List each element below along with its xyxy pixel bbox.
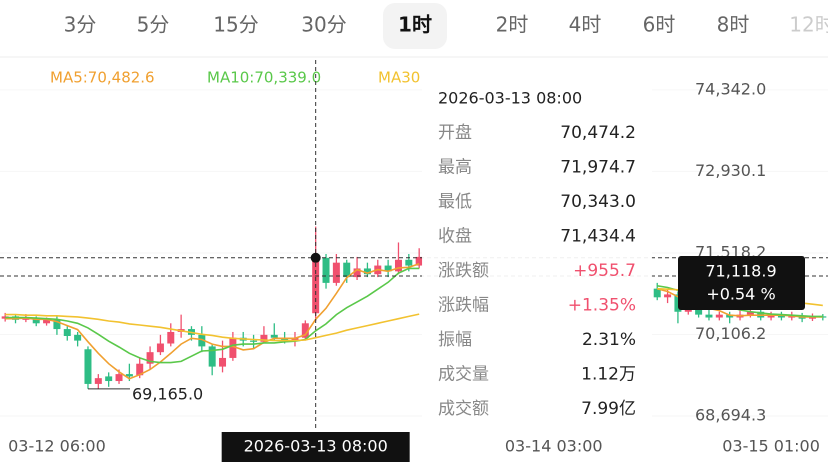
last-price: 71,118.9 (705, 262, 776, 281)
tooltip-label: 成交额 (438, 399, 489, 419)
x-tick-label: 03-12 06:00 (8, 437, 106, 456)
candle-body (219, 357, 227, 367)
tooltip-value: 7.99亿 (581, 399, 636, 419)
candle-body (260, 334, 268, 342)
candle-body (167, 331, 175, 344)
tab[interactable]: 6时 (643, 13, 676, 37)
tooltip-label: 开盘 (438, 123, 472, 143)
tooltip-label: 振幅 (438, 330, 472, 350)
candle-body (94, 378, 102, 384)
x-tick-label: 03-14 03:00 (505, 437, 603, 456)
candle-body (405, 259, 413, 266)
tooltip-label: 收盘 (438, 227, 472, 247)
candle-body (229, 337, 237, 358)
candle-body (63, 329, 71, 336)
tooltip-label: 最低 (438, 192, 472, 212)
candle-body (653, 288, 661, 298)
candle-body (819, 316, 827, 318)
tooltip-label: 涨跌幅 (438, 296, 489, 316)
candle-body (332, 262, 340, 283)
candle-body (156, 343, 164, 353)
y-tick-label: 70,106.2 (695, 324, 766, 343)
candle-body (322, 257, 330, 283)
candle-body (291, 337, 299, 341)
candle-body (74, 334, 82, 341)
candle-body (384, 265, 392, 272)
tooltip (422, 72, 652, 438)
candle-body (746, 311, 754, 315)
tooltip-date: 2026-03-13 08:00 (438, 89, 582, 108)
active-tab-bg (383, 3, 447, 49)
low-marker-label: 69,165.0 (132, 384, 203, 403)
candle-body (198, 334, 206, 347)
candle-body (1, 316, 9, 319)
tab[interactable]: 3分 (64, 13, 97, 37)
legend-entry: MA30 (378, 69, 420, 87)
candle-body (684, 308, 692, 312)
y-tick-label: 68,694.3 (695, 406, 766, 425)
tab[interactable]: 5分 (137, 13, 170, 37)
candle-body (726, 314, 734, 318)
candle-body (343, 262, 351, 278)
legend-entry: MA10:70,339.0 (207, 69, 321, 87)
candle-body (394, 259, 402, 272)
candle-body (705, 314, 713, 318)
candle-body (84, 349, 92, 384)
y-tick-label: 74,342.0 (695, 79, 766, 98)
candle-body (43, 319, 51, 324)
legend-entry: MA5:70,482.6 (50, 69, 155, 87)
x-tick-label: 03-15 01:00 (722, 437, 820, 456)
tab[interactable]: 4时 (569, 13, 602, 37)
candle-body (208, 346, 216, 367)
candle-body (136, 363, 144, 376)
candle-body (788, 316, 796, 318)
tooltip-value: 70,343.0 (560, 192, 636, 212)
candle-body (664, 294, 672, 298)
candle-body (105, 376, 113, 382)
tooltip-value: 70,474.2 (560, 123, 636, 143)
candle-body (125, 374, 133, 377)
candle-body (767, 314, 775, 318)
candle-body (715, 314, 723, 318)
tab[interactable]: 30分 (301, 13, 346, 37)
tab[interactable]: 12时 (789, 13, 828, 37)
tooltip-label: 涨跌额 (438, 261, 489, 281)
tooltip-value: +1.35% (568, 296, 636, 316)
candle-body (281, 337, 289, 341)
candle-body (353, 268, 361, 278)
crosshair-x-label: 2026-03-13 08:00 (244, 437, 388, 456)
y-tick-label: 72,930.1 (695, 161, 766, 180)
tab[interactable]: 1时 (398, 13, 432, 37)
last-price-change: +0.54 % (706, 285, 775, 304)
candle-body (415, 256, 423, 266)
candle-body (250, 340, 258, 342)
crosshair-dot (310, 252, 321, 263)
tooltip-value: 2.31% (582, 330, 636, 350)
tab[interactable]: 8时 (717, 13, 750, 37)
candle-body (777, 314, 785, 318)
tooltip-label: 最高 (438, 158, 472, 178)
last-price-box (678, 256, 805, 311)
tooltip-value: 71,434.4 (560, 227, 636, 247)
candle-body (53, 319, 61, 330)
candle-body (32, 317, 40, 324)
tooltip-value: 1.12万 (581, 365, 636, 385)
tooltip-value: 71,974.7 (560, 158, 636, 178)
tab[interactable]: 2时 (496, 13, 529, 37)
tooltip-label: 成交量 (438, 365, 489, 385)
candle-body (301, 323, 309, 338)
candle-body (674, 294, 682, 312)
tab[interactable]: 15分 (213, 13, 258, 37)
candle-body (146, 352, 154, 364)
candle-body (270, 334, 278, 338)
crosshair-x-box (221, 432, 410, 462)
candle-body (115, 374, 123, 382)
candle-body (363, 268, 371, 275)
tooltip-value: +955.7 (573, 261, 636, 281)
candle-body (695, 308, 703, 315)
